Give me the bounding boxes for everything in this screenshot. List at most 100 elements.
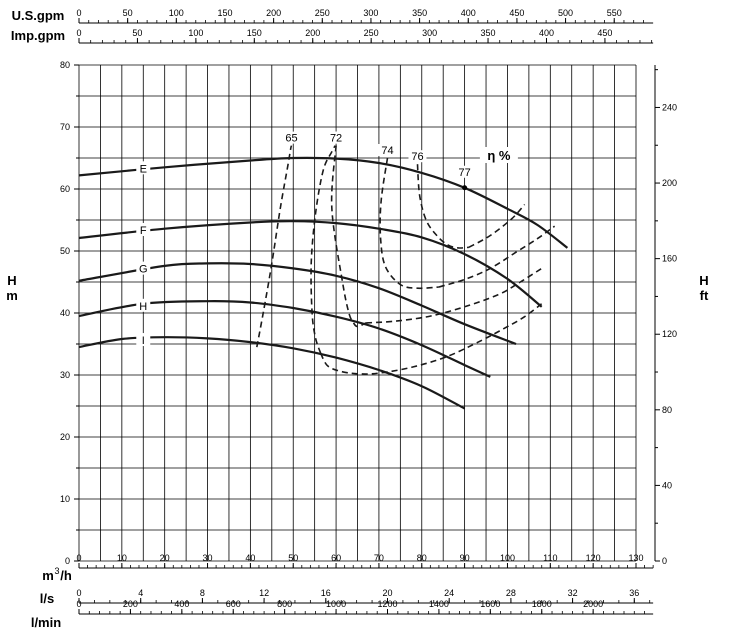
hm-tick-label: 50 [60,246,70,256]
hm-tick-label: 0 [65,556,70,566]
m3h-tick-label: 20 [160,553,170,563]
curve-label-g: G [139,264,148,276]
efficiency-curve-tail [366,267,543,324]
lmin-tick-label: 400 [174,599,189,609]
ls-tick-label: 16 [321,588,331,598]
m3h-tick-label: 50 [288,553,298,563]
m3h-tick-label: 90 [460,553,470,563]
m3h-tick-label: 100 [500,553,515,563]
m3h-tick-label: 0 [76,553,81,563]
ls-tick-label: 28 [506,588,516,598]
m3h-tick-label: 40 [245,553,255,563]
ls-axis-label: l/s [40,591,54,606]
impgpm-axis-label: Imp.gpm [11,28,65,43]
usgpm-tick-label: 200 [266,8,281,18]
curve-label-bg [136,298,151,312]
head-curve-h [78,300,491,378]
ls-tick-label: 12 [259,588,269,598]
efficiency-label-bg [282,131,301,144]
m3h-tick-label: 10 [117,553,127,563]
impgpm-tick-label: 50 [132,28,142,38]
ls-tick-label: 4 [138,588,143,598]
lmin-tick-label: 1000 [326,599,346,609]
lmin-tick-label: 1800 [532,599,552,609]
ls-tick-label: 24 [444,588,454,598]
m3h-tick-label: 30 [203,553,213,563]
efficiency-label-76: 76 [411,151,423,163]
impgpm-tick-label: 350 [481,28,496,38]
hft-tick-label: 240 [662,102,677,112]
lmin-tick-label: 0 [76,599,81,609]
curve-label-bg [136,161,151,175]
hm-tick-label: 80 [60,60,70,70]
m3h-tick-label: 60 [331,553,341,563]
lmin-tick-label: 2000 [583,599,603,609]
m3h-tick-label: 120 [586,553,601,563]
curve-label-i: I [142,335,145,347]
impgpm-tick-label: 400 [539,28,554,38]
impgpm-tick-label: 100 [188,28,203,38]
hft-tick-label: 160 [662,254,677,264]
head-curves [78,156,569,410]
lmin-tick-label: 1600 [480,599,500,609]
usgpm-axis-label: U.S.gpm [12,8,65,23]
efficiency-label-bg [408,150,427,163]
impgpm-tick-label: 0 [76,28,81,38]
m3h-tick-label: 70 [374,553,384,563]
efficiency-label-77: 77 [458,167,470,179]
curve-label-h: H [139,301,147,313]
impgpm-tick-label: 150 [247,28,262,38]
efficiency-curve-tail [468,203,526,249]
m3h-axis-label: m [42,568,54,583]
efficiency-label-bg [327,131,346,144]
impgpm-tick-label: 300 [422,28,437,38]
lmin-tick-label: 200 [123,599,138,609]
efficiency-curve-70 [310,145,336,354]
usgpm-tick-label: 250 [315,8,330,18]
hm-tick-label: 10 [60,494,70,504]
head-curve-f [78,220,543,308]
lmin-tick-label: 1200 [377,599,397,609]
ls-tick-label: 20 [382,588,392,598]
hm-tick-label: 20 [60,432,70,442]
hft-axis-label-unit: ft [700,288,709,303]
head-curve-e [78,156,569,249]
ls-tick-label: 8 [200,588,205,598]
impgpm-tick-label: 200 [305,28,320,38]
ls-tick-label: 0 [76,588,81,598]
lmin-tick-label: 600 [226,599,241,609]
hft-tick-label: 120 [662,329,677,339]
hm-tick-label: 60 [60,184,70,194]
m3h-tick-label: 80 [417,553,427,563]
usgpm-tick-label: 150 [217,8,232,18]
usgpm-tick-label: 50 [123,8,133,18]
m3h-tick-label: 110 [543,553,557,563]
efficiency-label-74: 74 [381,145,393,157]
ls-tick-label: 32 [568,588,578,598]
efficiency-label-72: 72 [330,133,342,145]
curve-label-bg [136,261,151,275]
curve-label-f: F [140,225,147,237]
eta-label-bg [479,147,518,163]
efficiency-label-bg [378,144,397,156]
usgpm-tick-label: 0 [76,8,81,18]
m3h-axis-label-superscript: 3 [54,566,59,576]
efficiency-curves [256,145,556,375]
hft-axis-label: H [699,273,708,288]
usgpm-tick-label: 300 [363,8,378,18]
hft-tick-label: 0 [662,556,667,566]
impgpm-tick-label: 450 [597,28,612,38]
hm-axis-label-unit: m [6,288,18,303]
efficiency-label-65: 65 [285,133,297,145]
hft-tick-label: 80 [662,405,672,415]
usgpm-tick-label: 500 [558,8,573,18]
usgpm-tick-label: 450 [509,8,524,18]
efficiency-label-bg [455,165,474,178]
hm-tick-label: 40 [60,308,70,318]
hm-tick-label: 70 [60,122,70,132]
efficiency-curve-74 [379,157,439,290]
eta-label: η % [487,148,511,163]
plot-grid [78,64,637,562]
